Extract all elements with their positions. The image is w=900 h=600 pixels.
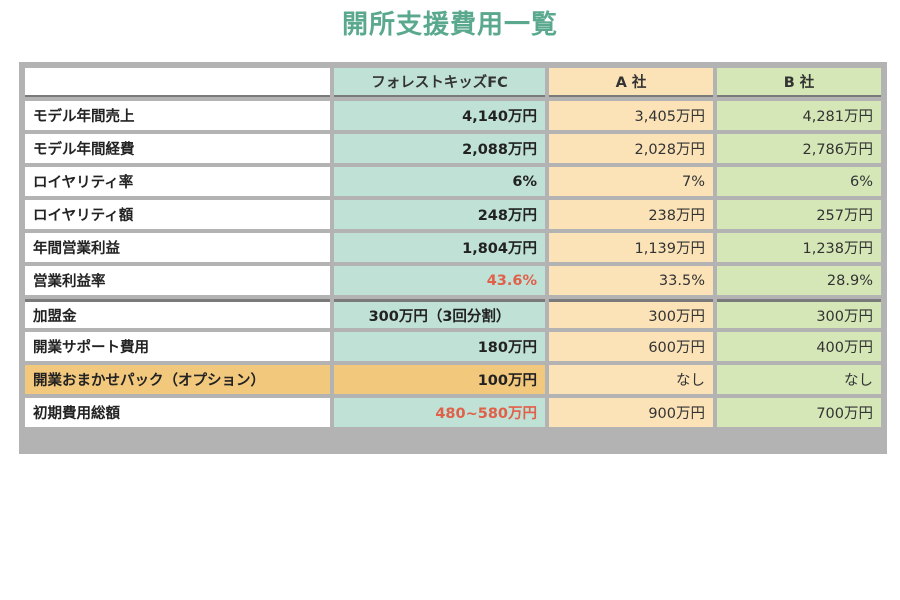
a-value: 3,405万円 [549, 101, 713, 130]
header-blank-cell [25, 68, 330, 97]
table-row: モデル年間経費 2,088万円 2,028万円 2,786万円 [25, 134, 881, 163]
b-value: 1,238万円 [717, 233, 881, 262]
row-label: 開業おまかせパック（オプション） [25, 365, 330, 394]
fc-value: 180万円 [334, 332, 545, 361]
fc-value-highlight: 43.6% [334, 266, 545, 295]
a-value: 7% [549, 167, 713, 196]
row-label: 年間営業利益 [25, 233, 330, 262]
fc-value: 1,804万円 [334, 233, 545, 262]
fc-value: 6% [334, 167, 545, 196]
fc-value: 4,140万円 [334, 101, 545, 130]
row-label: モデル年間売上 [25, 101, 330, 130]
b-value: 257万円 [717, 200, 881, 229]
row-label: 営業利益率 [25, 266, 330, 295]
b-value: 700万円 [717, 398, 881, 427]
comparison-table: フォレストキッズFC A 社 B 社 モデル年間売上 4,140万円 3,405… [21, 64, 885, 431]
table-row: モデル年間売上 4,140万円 3,405万円 4,281万円 [25, 101, 881, 130]
b-value: 400万円 [717, 332, 881, 361]
a-value: 238万円 [549, 200, 713, 229]
b-value: なし [717, 365, 881, 394]
a-value: 300万円 [549, 299, 713, 328]
b-value: 4,281万円 [717, 101, 881, 130]
header-company-b: B 社 [717, 68, 881, 97]
fc-value-highlight: 480~580万円 [334, 398, 545, 427]
row-label: 加盟金 [25, 299, 330, 328]
a-value: 900万円 [549, 398, 713, 427]
fc-value: 300万円（3回分割） [334, 299, 545, 328]
b-value: 28.9% [717, 266, 881, 295]
table-row: ロイヤリティ額 248万円 238万円 257万円 [25, 200, 881, 229]
fc-value: 100万円 [334, 365, 545, 394]
table-row-option: 開業おまかせパック（オプション） 100万円 なし なし [25, 365, 881, 394]
b-value: 300万円 [717, 299, 881, 328]
table-row: 営業利益率 43.6% 33.5% 28.9% [25, 266, 881, 295]
b-value: 6% [717, 167, 881, 196]
row-label: ロイヤリティ率 [25, 167, 330, 196]
row-label: モデル年間経費 [25, 134, 330, 163]
header-forestkids-fc: フォレストキッズFC [334, 68, 545, 97]
a-value: 1,139万円 [549, 233, 713, 262]
a-value: なし [549, 365, 713, 394]
b-value: 2,786万円 [717, 134, 881, 163]
a-value: 600万円 [549, 332, 713, 361]
a-value: 2,028万円 [549, 134, 713, 163]
fc-value: 2,088万円 [334, 134, 545, 163]
fc-value: 248万円 [334, 200, 545, 229]
row-label: 開業サポート費用 [25, 332, 330, 361]
table-row: 初期費用総額 480~580万円 900万円 700万円 [25, 398, 881, 427]
row-label: ロイヤリティ額 [25, 200, 330, 229]
table-row: 加盟金 300万円（3回分割） 300万円 300万円 [25, 299, 881, 328]
row-label: 初期費用総額 [25, 398, 330, 427]
header-company-a: A 社 [549, 68, 713, 97]
page-title: 開所支援費用一覧 [341, 10, 558, 40]
a-value: 33.5% [549, 266, 713, 295]
table-header-row: フォレストキッズFC A 社 B 社 [25, 68, 881, 97]
table-row: 開業サポート費用 180万円 600万円 400万円 [25, 332, 881, 361]
table-row: ロイヤリティ率 6% 7% 6% [25, 167, 881, 196]
table-row: 年間営業利益 1,804万円 1,139万円 1,238万円 [25, 233, 881, 262]
comparison-table-frame: フォレストキッズFC A 社 B 社 モデル年間売上 4,140万円 3,405… [19, 62, 887, 454]
